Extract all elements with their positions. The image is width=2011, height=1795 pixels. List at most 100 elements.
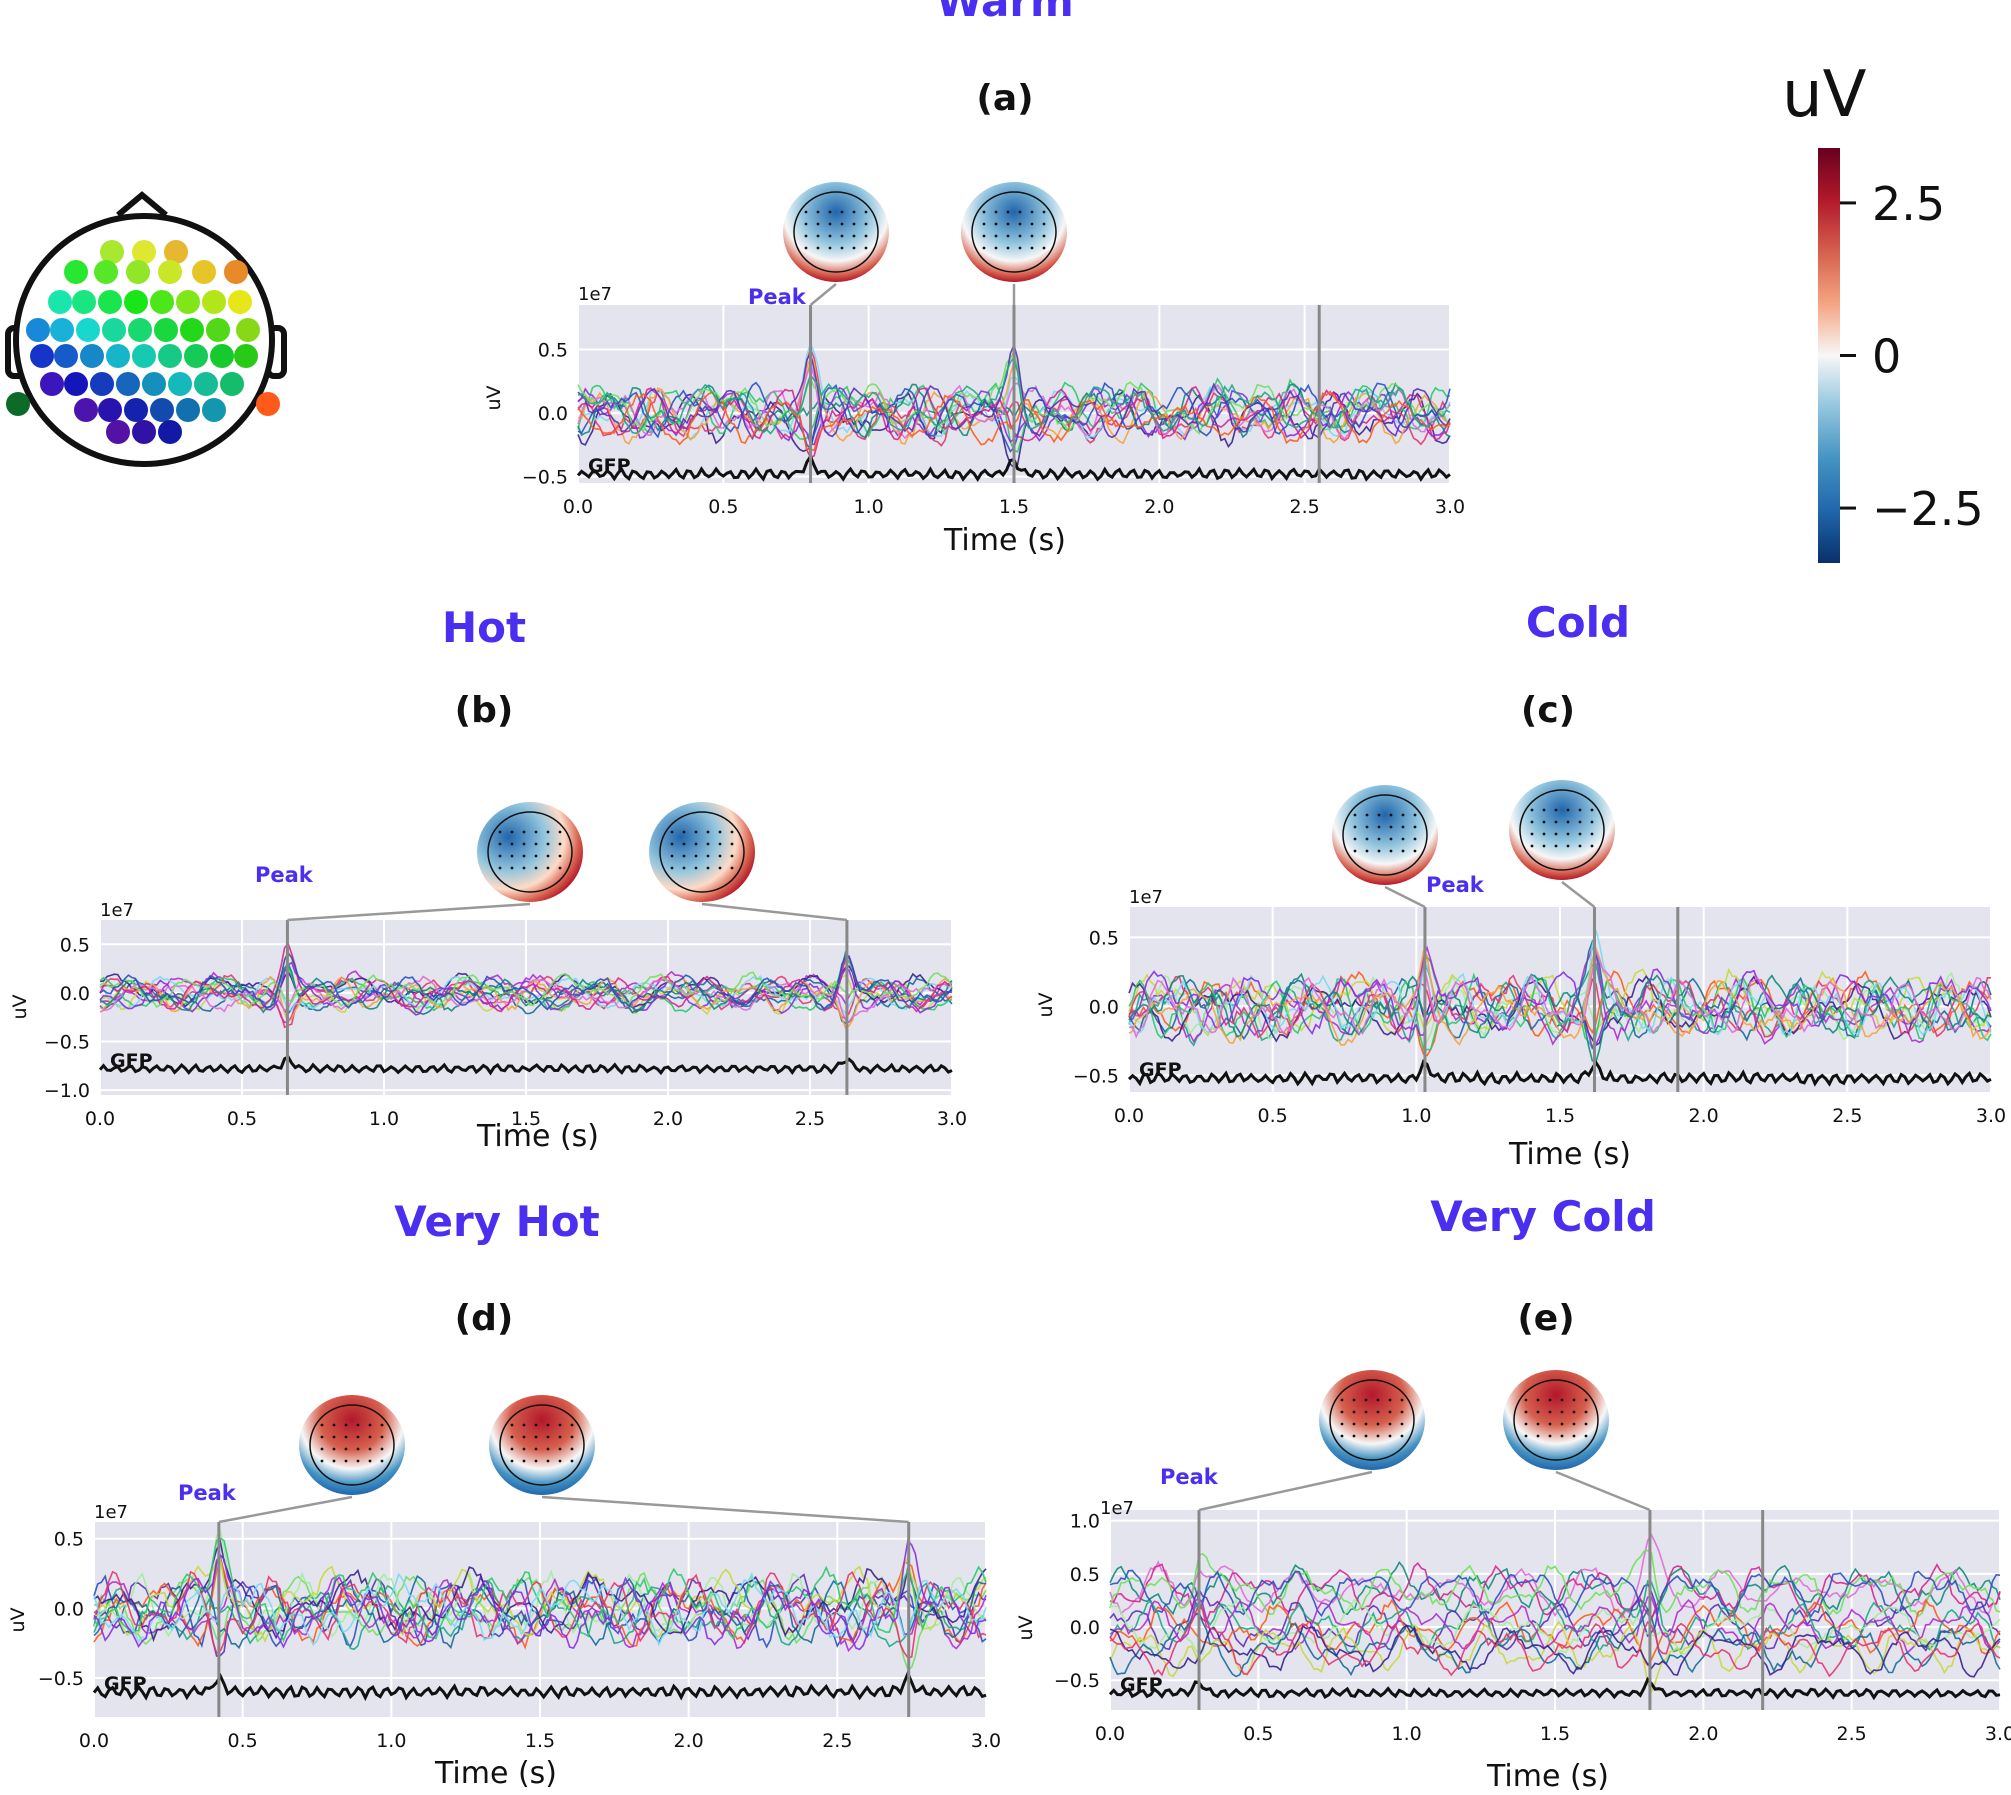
scale-label: 1e7 [1129, 887, 1163, 908]
sensor-dot [158, 260, 182, 284]
sensor-dot [228, 290, 252, 314]
condition-title: Very Cold [1430, 1192, 1656, 1241]
sensor-dot [40, 372, 64, 396]
x-axis-label: Time (s) [1486, 1759, 1609, 1791]
y-tick-label: 1.0 [1070, 1511, 1100, 1533]
series-line [99, 970, 953, 1024]
topomap-connector [809, 283, 837, 306]
panel-label: (b) [455, 690, 514, 731]
x-tick-label: 2.0 [1689, 1105, 1719, 1127]
y-tick-label: 0.5 [60, 934, 90, 956]
panel-d: Very Hot (d) 0.0 0.5 1.0 1.5 2.0 2.5 3.0 0.5 0.0 −0… [7, 1197, 1001, 1791]
x-tick-label: 2.0 [674, 1730, 704, 1752]
peak-label: Peak [748, 285, 807, 309]
peak-label: Peak [255, 863, 314, 887]
sensor-dot [116, 372, 140, 396]
series-line [93, 1539, 987, 1643]
x-tick-label: 0.0 [79, 1730, 109, 1752]
y-tick-label: −0.5 [1054, 1670, 1100, 1692]
sensor-dot [150, 398, 174, 422]
sensor-dot [154, 318, 178, 342]
series-line [99, 951, 953, 1011]
series-line [1128, 974, 1991, 1039]
series-line [1128, 975, 1992, 1047]
condition-title: Very Hot [394, 1197, 600, 1246]
y-tick-label: 0.0 [1089, 996, 1119, 1018]
x-tick-label: 1.5 [525, 1730, 555, 1752]
y-tick-label: −0.5 [44, 1032, 90, 1054]
sensor-dot [74, 398, 98, 422]
topomap [649, 802, 755, 902]
x-tick-label: 1.0 [854, 496, 884, 518]
topomap-connector [1198, 1470, 1373, 1512]
topomap-connector [218, 1495, 353, 1524]
y-tick-label: −0.5 [1073, 1065, 1119, 1087]
gfp-label: GFP [1139, 1059, 1182, 1081]
panel-label: (d) [455, 1298, 514, 1339]
x-tick-label: 1.0 [376, 1730, 406, 1752]
sensor-dot [158, 344, 182, 368]
x-tick-label: 3.0 [1435, 496, 1465, 518]
sensor-dot [150, 290, 174, 314]
panel-label: (e) [1517, 1298, 1574, 1339]
topomap-connector [287, 902, 531, 922]
series-line [99, 975, 953, 1024]
sensor-dot [142, 372, 166, 396]
y-tick-label: −0.5 [38, 1668, 84, 1690]
sensor-dot [132, 240, 156, 264]
sensor-dot [184, 344, 208, 368]
sensor-dot [164, 240, 188, 264]
x-tick-label: 3.0 [1985, 1723, 2011, 1745]
sensor-dot [26, 318, 50, 342]
x-tick-label: 3.0 [1976, 1105, 2006, 1127]
sensor-dot [158, 420, 182, 444]
y-tick-label: −1.0 [44, 1080, 90, 1102]
series-line [1109, 1620, 2001, 1694]
topomap [1503, 1370, 1609, 1470]
condition-title: Warm [936, 0, 1074, 26]
topomap [1319, 1370, 1425, 1470]
gfp-label: GFP [588, 455, 631, 477]
series-line [1128, 929, 1992, 1037]
sensor-dot [206, 318, 230, 342]
sensor-dot [94, 260, 118, 284]
colorbar-tick-label: −2.5 [1872, 482, 1984, 536]
y-tick-label: 0.0 [60, 983, 90, 1005]
series-line [1109, 1598, 2001, 1655]
x-tick-label: 0.5 [228, 1730, 258, 1752]
peak-label: Peak [178, 1481, 237, 1505]
x-tick-label: 0.0 [85, 1108, 115, 1130]
series-line [93, 1555, 987, 1643]
scale-label: 1e7 [94, 1502, 128, 1523]
x-tick-label: 0.0 [1114, 1105, 1144, 1127]
sensor-dot [176, 398, 200, 422]
topomap-connector [1555, 1470, 1651, 1512]
x-axis-label: Time (s) [943, 523, 1066, 558]
sensor-dot [194, 372, 218, 396]
sensor-dot [126, 260, 150, 284]
panel-c: Cold (c) 0.0 0.5 1.0 1.5 2.0 2.5 3.0 0.5 0.0 −0.5 GF… [1035, 598, 2006, 1172]
sensor-dot [6, 392, 30, 416]
y-axis-label: uV [1035, 992, 1057, 1017]
topomap [1509, 780, 1615, 880]
gfp-label: GFP [104, 1673, 147, 1695]
series-line [99, 971, 953, 1009]
series-line [93, 1571, 987, 1647]
panel-a: Warm (a) 0.0 0.5 1.0 1.5 2.0 2.5 3.0 0.5 0.0 −0.5 GF… [483, 0, 1465, 558]
series-line [1128, 972, 1992, 1051]
panel-label: (a) [976, 78, 1033, 119]
y-tick-label: 0.5 [538, 340, 568, 362]
topomap-connector [701, 902, 848, 922]
topomap [1332, 785, 1438, 885]
x-tick-label: 0.5 [1258, 1105, 1288, 1127]
series-line [99, 965, 953, 1008]
y-tick-label: 0.0 [538, 403, 568, 425]
peak-label: Peak [1160, 1465, 1219, 1489]
sensor-dot [30, 344, 54, 368]
sensor-dot [220, 372, 244, 396]
series-line [1128, 968, 1992, 1050]
sensor-dot [168, 372, 192, 396]
sensor-dot [106, 344, 130, 368]
x-axis-label: Time (s) [476, 1119, 599, 1154]
series-line [1109, 1579, 2001, 1654]
